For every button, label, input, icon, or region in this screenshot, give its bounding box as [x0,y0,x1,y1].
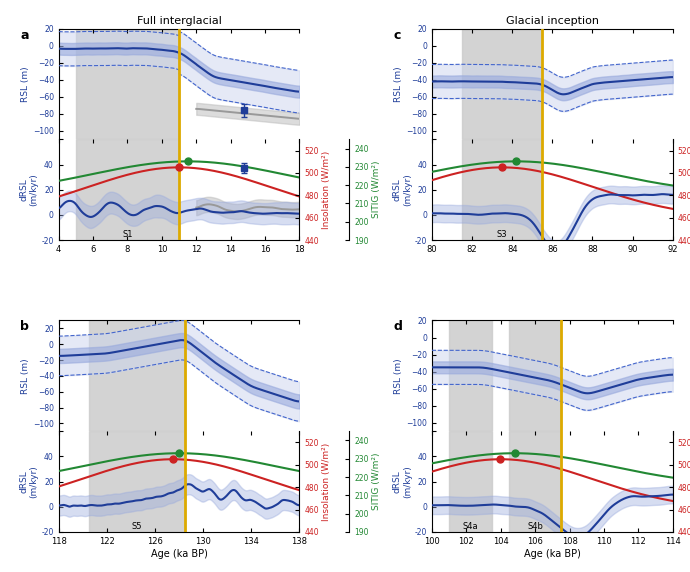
Text: a: a [20,29,28,42]
Y-axis label: dRSL
(m/kyr): dRSL (m/kyr) [393,465,412,498]
Y-axis label: Insolation (W/m²): Insolation (W/m²) [322,443,331,521]
Text: S3: S3 [497,230,507,239]
Text: d: d [393,320,402,333]
Text: S5: S5 [132,522,142,531]
Bar [509,431,561,532]
Bar [462,29,542,140]
Bar [76,140,179,240]
Text: b: b [20,320,29,333]
Bar [462,140,542,240]
Title: Glacial inception: Glacial inception [506,17,599,26]
Bar [89,320,185,431]
X-axis label: Age (ka BP): Age (ka BP) [524,549,581,559]
Y-axis label: dRSL
(m/kyr): dRSL (m/kyr) [19,173,39,206]
Y-axis label: dRSL
(m/kyr): dRSL (m/kyr) [393,173,412,206]
Y-axis label: dRSL
(m/kyr): dRSL (m/kyr) [19,465,39,498]
Y-axis label: Insolation (W/m²): Insolation (W/m²) [322,150,331,229]
Text: S4b: S4b [527,522,543,531]
Y-axis label: RSL (m): RSL (m) [21,358,30,394]
Y-axis label: SITIG (W/m²): SITIG (W/m²) [372,453,381,510]
Y-axis label: SITIG (W/m²): SITIG (W/m²) [372,161,381,219]
Y-axis label: RSL (m): RSL (m) [395,358,404,394]
Bar [509,320,561,431]
Bar [449,431,492,532]
Y-axis label: RSL (m): RSL (m) [21,66,30,102]
Bar [449,320,492,431]
Bar [76,29,179,140]
Text: S1: S1 [122,230,132,239]
Title: Full interglacial: Full interglacial [137,17,221,26]
Bar [89,431,185,532]
Text: S4a: S4a [463,522,478,531]
X-axis label: Age (ka BP): Age (ka BP) [150,549,208,559]
Y-axis label: RSL (m): RSL (m) [395,66,404,102]
Text: c: c [393,29,401,42]
